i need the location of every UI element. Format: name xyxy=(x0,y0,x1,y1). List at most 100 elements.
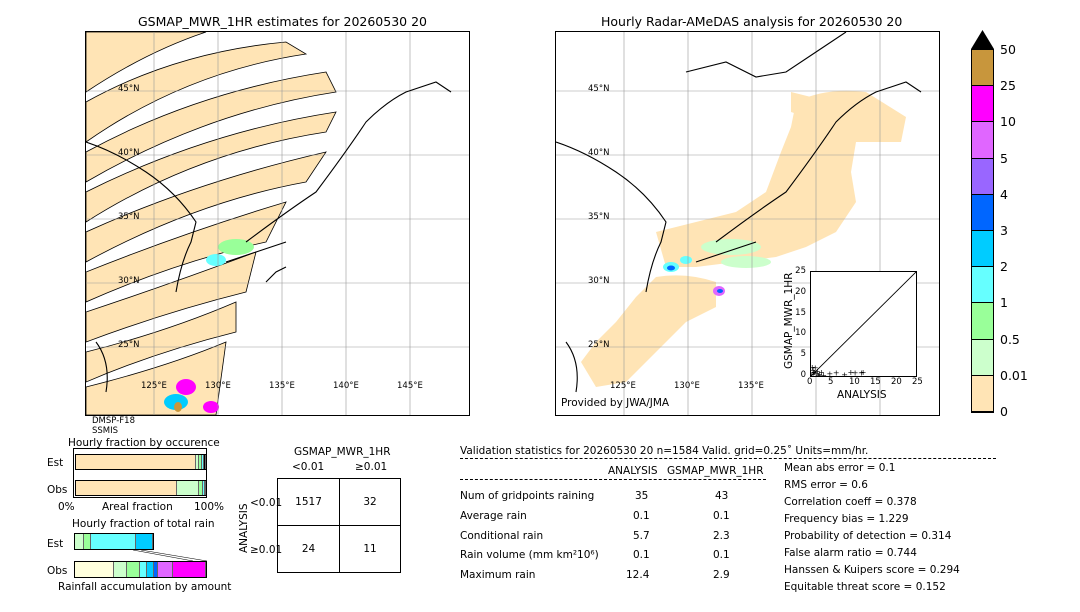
colorbar-block xyxy=(972,50,993,87)
total-rain-row-label: Obs xyxy=(47,565,68,577)
scatter-point: + xyxy=(812,364,819,373)
fraction-segment xyxy=(84,534,91,549)
contingency-cell: 11 xyxy=(339,525,401,573)
scatter-point: + xyxy=(811,370,815,376)
validation-row-analysis: 5.7 xyxy=(633,530,650,542)
colorbar-tick-label: 3 xyxy=(1000,223,1008,238)
contingency-table: 1517 32 24 11 xyxy=(276,478,401,573)
scatter-point: + xyxy=(816,370,823,376)
scatter-x-tick: 20 xyxy=(891,377,902,387)
validation-row: Maximum rain 12.4 2.9 xyxy=(460,569,770,583)
validation-row-gsmap: 2.9 xyxy=(713,569,730,581)
validation-row-gsmap: 2.3 xyxy=(713,530,730,542)
fraction-segment xyxy=(202,455,205,469)
scatter-point: + xyxy=(814,367,821,376)
score-item: Correlation coeff = 0.378 xyxy=(784,496,917,508)
total-rain-row-label: Est xyxy=(47,538,64,550)
scatter-point: + xyxy=(813,370,820,376)
total-rain-est-bar xyxy=(74,533,154,550)
validation-row-label: Average rain xyxy=(460,510,527,522)
colorbar-tick-label: 2 xyxy=(1000,259,1008,275)
scatter-point: + xyxy=(827,370,834,376)
scatter-point: + xyxy=(811,363,816,372)
fraction-segment xyxy=(76,455,196,469)
fraction-segment xyxy=(153,562,158,577)
occurence-est-bar xyxy=(75,454,207,470)
right-lon-label: 130°E xyxy=(674,381,700,391)
right-map-title: Hourly Radar-AMeDAS analysis for 2026053… xyxy=(601,14,903,29)
scatter-point: + xyxy=(811,369,817,376)
scatter-x-tick: 15 xyxy=(870,377,881,387)
left-lon-label: 130°E xyxy=(205,381,231,391)
contingency-row-header: ≥0.01 xyxy=(250,544,283,556)
validation-row-gsmap: 43 xyxy=(715,490,729,502)
colorbar-tick-label: 50 xyxy=(1000,42,1016,57)
score-item: Equitable threat score = 0.152 xyxy=(784,581,946,593)
left-lon-label: 145°E xyxy=(397,381,423,391)
contingency-side-label: ANALYSIS xyxy=(238,503,250,553)
validation-row-label: Rain volume (mm km²10⁶) xyxy=(460,549,599,561)
total-rain-xlabel: Rainfall accumulation by amount xyxy=(58,581,232,593)
validation-divider xyxy=(460,458,996,459)
validation-row-analysis: 0.1 xyxy=(633,549,650,561)
fraction-segment xyxy=(157,562,174,577)
left-lat-label: 25°N xyxy=(118,340,140,350)
left-lat-label: 35°N xyxy=(118,212,140,222)
colorbar-block xyxy=(972,231,993,268)
colorbar-tick-label: 4 xyxy=(1000,186,1008,202)
scatter-y-ticks: 0 5 10 15 20 25 xyxy=(792,266,808,380)
fraction-segment xyxy=(199,481,204,495)
colorbar-arrow xyxy=(971,30,994,49)
colorbar-block xyxy=(972,303,993,340)
right-lat-label: 35°N xyxy=(588,212,610,222)
fraction-segment xyxy=(135,534,153,549)
scatter-y-tick: 15 xyxy=(795,307,806,318)
colorbar-block xyxy=(972,86,993,123)
left-lon-label: 125°E xyxy=(141,381,167,391)
fraction-segment xyxy=(177,481,200,495)
validation-row-label: Maximum rain xyxy=(460,569,536,581)
scatter-xlabel: ANALYSIS xyxy=(837,389,887,401)
scatter-x-tick: 10 xyxy=(849,377,860,387)
scatter-point: + xyxy=(841,370,848,376)
occurence-row-label: Obs xyxy=(47,484,68,496)
left-lat-label: 40°N xyxy=(118,148,140,158)
validation-row: Conditional rain 5.7 2.3 xyxy=(460,530,770,544)
total-rain-title: Hourly fraction of total rain xyxy=(72,518,215,530)
scatter-plot: + + + + + + + + + + + + + + + + + + + xyxy=(808,271,917,380)
fraction-segment xyxy=(90,534,136,549)
scatter-point: + xyxy=(811,368,818,376)
scatter-point: + xyxy=(858,369,865,376)
scatter-point: + xyxy=(852,368,859,376)
occurence-xlabel-min: 0% xyxy=(58,501,75,513)
occurence-xlabel-max: 100% xyxy=(194,501,225,513)
sensor-label: DMSP-F18 xyxy=(92,416,135,426)
validation-row-analysis: 35 xyxy=(635,490,649,502)
colorbar-block xyxy=(972,158,993,195)
validation-row-analysis: 12.4 xyxy=(626,569,650,581)
validation-row-gsmap: 0.1 xyxy=(713,549,730,561)
validation-header: Validation statistics for 20260530 20 n=… xyxy=(460,445,869,457)
contingency-col-header: <0.01 xyxy=(292,461,325,473)
validation-divider xyxy=(460,479,766,480)
fraction-segment xyxy=(140,562,148,577)
validation-row-label: Num of gridpoints raining xyxy=(460,490,595,502)
colorbar-block xyxy=(972,122,993,159)
validation-row-gsmap: 0.1 xyxy=(713,510,730,522)
scatter-point: + xyxy=(848,368,855,376)
colorbar-block xyxy=(972,375,993,412)
scatter-point: + xyxy=(833,369,840,376)
validation-row: Num of gridpoints raining 35 43 xyxy=(460,490,770,504)
left-map xyxy=(86,32,469,415)
fraction-segment xyxy=(75,562,115,577)
scatter-x-ticks: 0 5 10 15 20 25 xyxy=(807,377,923,389)
right-lat-label: 30°N xyxy=(588,276,610,286)
fraction-segment xyxy=(173,562,206,577)
contingency-col-header: ≥0.01 xyxy=(355,461,388,473)
sensor-label: SSMIS xyxy=(92,426,119,436)
left-lat-label: 30°N xyxy=(118,276,140,286)
score-item: RMS error = 0.6 xyxy=(784,479,868,491)
colorbar-tick-label: 1 xyxy=(1000,295,1008,311)
left-map-panel xyxy=(85,31,470,416)
score-item: Mean abs error = 0.1 xyxy=(784,462,896,474)
